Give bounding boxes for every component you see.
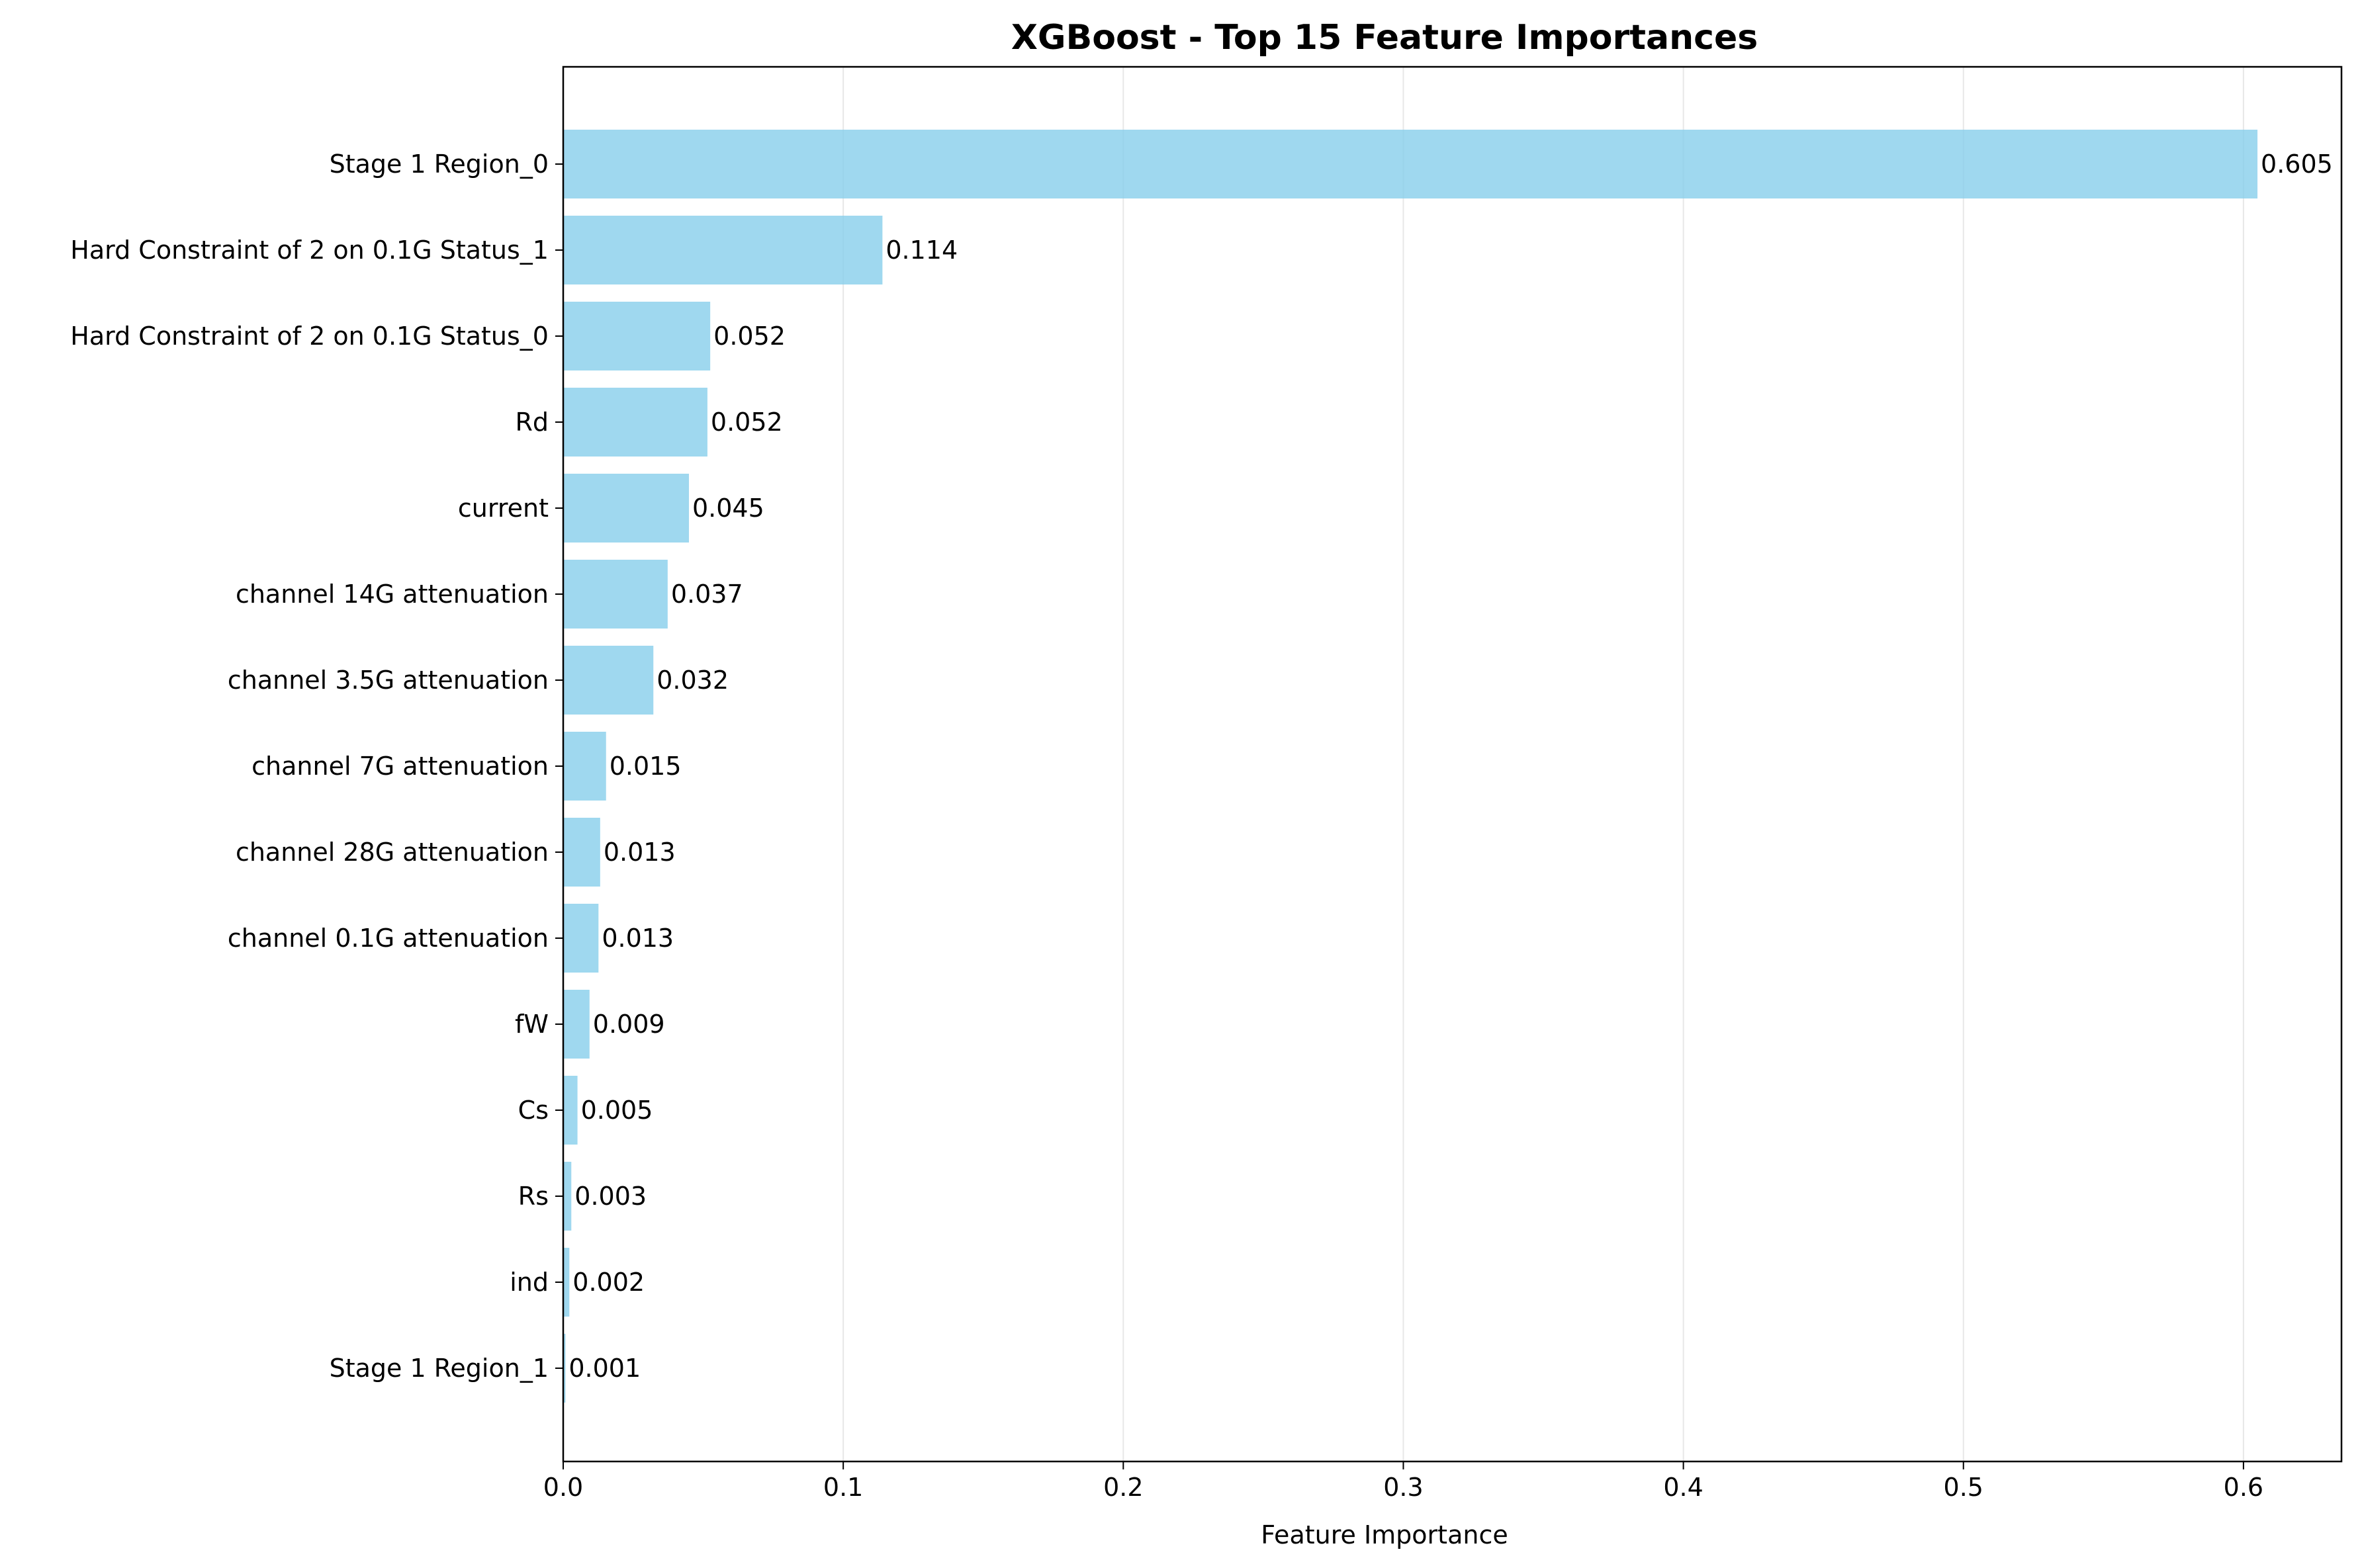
labels: 0.0 0.1 0.2 0.3 0.4 0.5 0.6 Stage 1 Region_0 0.6… [70, 150, 2333, 1502]
data-label: 0.052 [711, 408, 783, 437]
x-tick-label: 0.2 [1103, 1473, 1143, 1502]
category-label: channel 7G attenuation [251, 752, 549, 781]
x-tick-label: 0.1 [823, 1473, 863, 1502]
category-label: ind [510, 1268, 549, 1297]
data-label: 0.009 [593, 1010, 665, 1039]
category-label: current [458, 494, 549, 523]
bar [563, 560, 668, 629]
x-tick-label: 0.6 [2224, 1473, 2263, 1502]
category-label: Hard Constraint of 2 on 0.1G Status_1 [70, 236, 549, 265]
data-label: 0.015 [610, 752, 682, 781]
bar [563, 904, 599, 973]
category-label: Hard Constraint of 2 on 0.1G Status_0 [70, 322, 549, 351]
bar [563, 302, 711, 370]
category-label: Rd [515, 408, 549, 437]
data-label: 0.037 [671, 580, 743, 609]
bar [563, 646, 654, 715]
bar [563, 216, 883, 284]
category-label: channel 0.1G attenuation [228, 924, 549, 953]
bar [563, 474, 689, 543]
data-label: 0.003 [574, 1182, 647, 1211]
bar [563, 388, 707, 457]
category-label: Stage 1 Region_1 [330, 1354, 549, 1383]
category-label: Rs [518, 1182, 549, 1211]
bar [563, 990, 590, 1059]
plot-frame [562, 65, 2343, 1463]
x-axis-label: Feature Importance [1261, 1520, 1508, 1549]
data-label: 0.032 [657, 666, 729, 695]
axes [555, 65, 2343, 1469]
bar [563, 1076, 578, 1145]
bar [563, 1162, 572, 1231]
data-label: 0.013 [602, 924, 674, 953]
x-tick-label: 0.0 [543, 1473, 583, 1502]
bar [563, 130, 2258, 198]
category-label: channel 14G attenuation [236, 580, 549, 609]
data-label: 0.002 [572, 1268, 645, 1297]
category-label: fW [515, 1010, 549, 1039]
bar [563, 732, 606, 801]
data-label: 0.605 [2261, 150, 2333, 179]
data-label: 0.045 [692, 494, 764, 523]
category-label: Cs [518, 1096, 549, 1125]
bar [563, 818, 600, 887]
category-label: channel 3.5G attenuation [228, 666, 549, 695]
data-label: 0.013 [604, 838, 676, 867]
chart-title: XGBoost - Top 15 Feature Importances [1011, 18, 1758, 58]
x-tick-label: 0.4 [1663, 1473, 1703, 1502]
x-tick-label: 0.3 [1383, 1473, 1423, 1502]
data-label: 0.005 [581, 1096, 653, 1125]
x-tick-label: 0.5 [1944, 1473, 1983, 1502]
category-label: channel 28G attenuation [236, 838, 549, 867]
data-label: 0.001 [568, 1354, 641, 1383]
bars [563, 130, 2258, 1403]
bar [563, 1248, 570, 1317]
data-label: 0.114 [886, 236, 958, 265]
grid-lines [563, 67, 2244, 1461]
bar [563, 1334, 566, 1403]
data-label: 0.052 [713, 322, 786, 351]
category-label: Stage 1 Region_0 [330, 150, 549, 179]
